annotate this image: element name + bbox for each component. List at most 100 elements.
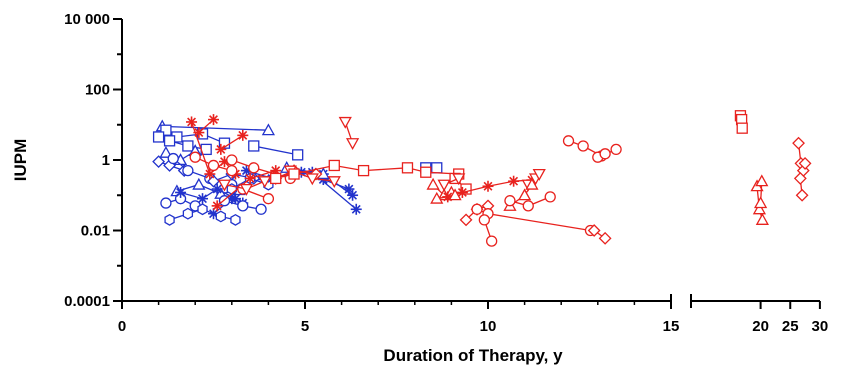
data-point-square <box>288 168 300 180</box>
y-tick-label: 10 000 <box>64 11 110 28</box>
data-point-triangle-down <box>258 176 272 189</box>
data-point-star <box>343 183 355 195</box>
data-point-triangle <box>430 191 444 204</box>
data-point-star <box>175 186 187 198</box>
data-point-diamond <box>798 156 812 170</box>
data-point-circle <box>478 214 490 226</box>
data-point-circle <box>471 203 483 215</box>
data-point-circle <box>167 152 179 165</box>
series-51 <box>793 172 809 202</box>
y-tick-label: 1 <box>102 152 110 169</box>
data-point-circle <box>207 159 220 172</box>
series-41 <box>478 214 498 247</box>
data-point-circle <box>504 195 516 207</box>
data-point-star <box>350 203 362 215</box>
data-point-triangle-down <box>327 176 341 189</box>
x-tick-label: 15 <box>663 318 680 335</box>
data-point-square <box>401 162 414 174</box>
data-series <box>152 110 812 247</box>
data-point-hexagon <box>230 213 241 226</box>
data-point-star-stroke <box>348 190 358 200</box>
data-point-star-stroke <box>245 173 255 183</box>
data-point-circle <box>599 148 611 160</box>
data-point-star-stroke <box>212 184 222 194</box>
data-point-star-stroke <box>176 188 186 197</box>
data-point-triangle <box>525 177 539 190</box>
data-point-circle <box>522 200 534 212</box>
data-point-star <box>456 186 468 198</box>
series-49 <box>753 174 769 209</box>
x-tick-label: 0 <box>118 318 126 335</box>
data-point-circle <box>262 193 275 205</box>
series-31 <box>270 159 465 185</box>
data-point-triangle-down <box>532 168 546 181</box>
data-point-triangle <box>261 123 276 136</box>
data-point-circle <box>226 164 238 177</box>
data-point-square <box>736 122 748 134</box>
y-axis-ticks: 0.0001 0.01 1 100 10 000 <box>64 11 122 310</box>
data-point-hexagon <box>215 210 226 223</box>
data-point-triangle-down <box>338 116 352 129</box>
series-39 <box>471 203 597 237</box>
data-point-circle <box>237 200 249 212</box>
series-15 <box>218 195 267 215</box>
data-point-star-stroke <box>238 130 248 140</box>
data-point-star-stroke <box>198 194 207 204</box>
data-point-circle <box>577 140 589 152</box>
data-point-star <box>211 200 223 212</box>
data-point-star-stroke <box>483 181 493 191</box>
data-point-triangle <box>752 202 767 215</box>
series-line <box>220 134 244 150</box>
data-point-triangle-down <box>239 183 254 196</box>
data-point-square <box>292 149 304 161</box>
data-point-diamond <box>152 155 166 169</box>
x-axis-title: Duration of Therapy, y <box>383 346 563 365</box>
data-point-star-stroke <box>194 128 204 138</box>
data-point-square <box>152 131 165 143</box>
data-point-circle <box>226 154 238 166</box>
data-point-circle <box>544 191 556 203</box>
data-point-circle <box>189 151 201 163</box>
data-point-triangle <box>192 177 206 190</box>
series-47 <box>734 110 748 134</box>
data-point-triangle-down <box>217 179 232 192</box>
data-point-triangle <box>517 188 532 201</box>
x-tick-label: 10 <box>480 318 497 335</box>
data-point-square <box>182 140 194 152</box>
series-22 <box>193 114 219 139</box>
data-point-circle <box>160 197 172 209</box>
data-point-star-stroke <box>212 201 222 211</box>
data-point-star <box>197 193 209 205</box>
data-point-square <box>431 162 443 174</box>
y-axis-title: IUPM <box>11 139 30 182</box>
series-32 <box>338 116 360 151</box>
series-50 <box>792 136 812 178</box>
x-tick-label: 25 <box>782 318 799 335</box>
data-point-star-stroke <box>509 176 519 186</box>
data-point-circle <box>562 135 575 147</box>
data-point-square <box>163 135 176 147</box>
series-44 <box>504 191 556 212</box>
data-point-diamond <box>792 136 805 150</box>
data-point-diamond <box>598 231 612 245</box>
x-axis-ticks: 0 5 10 15 20 25 30 <box>118 301 828 335</box>
series-46 <box>592 148 611 163</box>
data-point-star-stroke <box>457 188 467 197</box>
x-tick-label: 5 <box>301 318 309 335</box>
data-point-star <box>186 116 198 128</box>
series-23 <box>215 129 249 155</box>
data-point-hexagon <box>182 207 194 220</box>
data-point-star <box>193 127 205 139</box>
series-line <box>253 145 298 156</box>
series-line <box>476 208 591 232</box>
data-point-circle <box>610 143 622 156</box>
data-point-circle <box>255 203 267 215</box>
data-point-triangle <box>159 145 173 158</box>
data-point-triangle <box>755 213 769 225</box>
data-point-diamond <box>459 213 473 227</box>
data-point-triangle-down <box>305 173 319 186</box>
data-point-star <box>208 114 219 126</box>
data-point-square <box>420 166 432 178</box>
series-40 <box>587 224 612 245</box>
